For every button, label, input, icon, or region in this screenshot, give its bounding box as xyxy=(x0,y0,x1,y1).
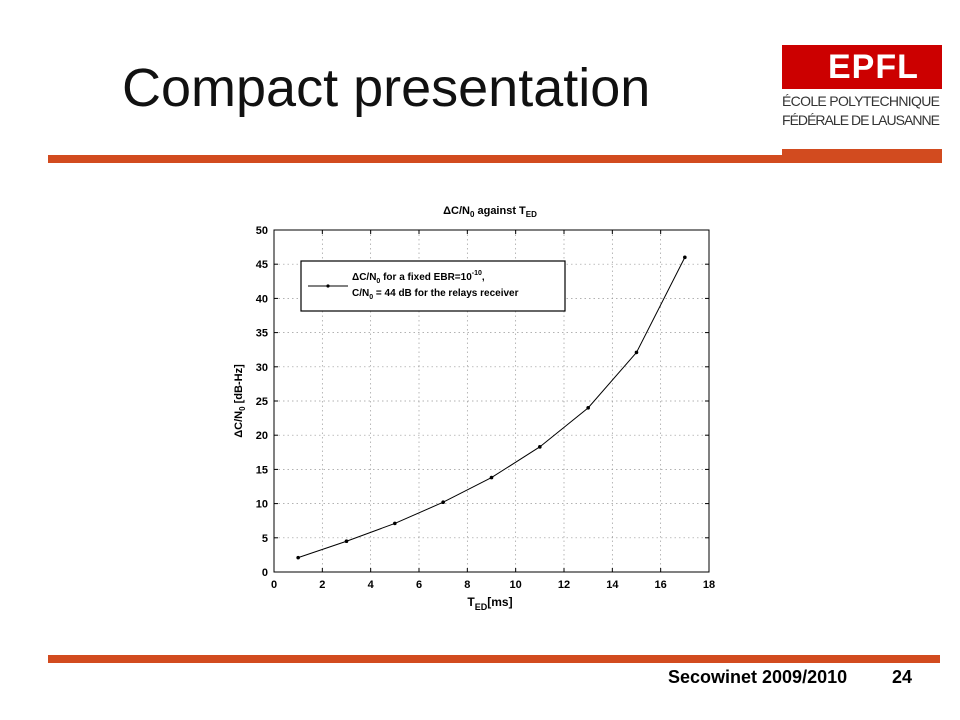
x-tick-label: 12 xyxy=(558,579,570,591)
chart-y-axis-label: ΔC/N0 [dB-Hz] xyxy=(233,364,247,438)
bottom-rule xyxy=(48,655,940,663)
slide-title: Compact presentation xyxy=(122,58,651,118)
y-tick-label: 40 xyxy=(256,293,268,305)
series-layer xyxy=(296,255,687,560)
chart-title: ΔC/N0 against TED xyxy=(443,205,537,219)
legend-marker-sample xyxy=(326,284,330,288)
x-tick-label: 2 xyxy=(319,579,325,591)
logo-mark: EPFL xyxy=(828,48,919,86)
y-tick-label: 10 xyxy=(256,499,268,511)
x-tick-label: 14 xyxy=(606,579,619,591)
logo-band xyxy=(782,45,942,89)
data-point xyxy=(586,406,590,410)
axis-ticks: 0 2 4 6 8 10 12 14 16 18 0 5 10 15 20 25 30 35 40 45 50 xyxy=(256,225,715,591)
x-tick-label: 0 xyxy=(271,579,277,591)
y-tick-label: 45 xyxy=(256,259,268,271)
logo-line-1: ÉCOLE POLYTECHNIQUE xyxy=(782,93,940,109)
y-tick-label: 25 xyxy=(256,396,268,408)
x-tick-label: 4 xyxy=(368,579,375,591)
x-tick-label: 10 xyxy=(510,579,522,591)
y-tick-label: 5 xyxy=(262,533,268,545)
y-tick-label: 30 xyxy=(256,362,268,374)
data-point xyxy=(296,555,300,560)
data-point xyxy=(393,521,397,526)
y-tick-label: 15 xyxy=(256,464,268,476)
legend-entry-label-line-2: C/N0 = 44 dB for the relays receiver xyxy=(352,288,519,301)
data-point xyxy=(489,475,494,480)
y-tick-label: 50 xyxy=(256,225,268,237)
y-tick-label: 20 xyxy=(256,430,268,442)
logo-line-2: FÉDÉRALE DE LAUSANNE xyxy=(782,112,940,128)
x-tick-label: 18 xyxy=(703,579,715,591)
data-point xyxy=(441,500,445,505)
data-point xyxy=(634,350,639,355)
data-point xyxy=(683,255,687,260)
x-tick-label: 6 xyxy=(416,579,422,591)
slide-footer: Secowinet 2009/2010 24 xyxy=(668,667,912,688)
y-tick-label: 0 xyxy=(262,567,268,579)
y-tick-label: 35 xyxy=(256,328,268,340)
top-rule xyxy=(48,155,782,163)
line-chart: 0 2 4 6 8 10 12 14 16 18 0 5 10 15 20 25 30 35 40 45 50 ΔC/N… xyxy=(233,205,715,612)
data-point xyxy=(344,539,349,544)
epfl-logo: EPFL ÉCOLE POLYTECHNIQUE FÉDÉRALE DE LAU… xyxy=(782,45,942,163)
legend-entry-label-line-1: ΔC/N0 for a fixed EBR=10-10, xyxy=(352,270,485,285)
x-tick-label: 8 xyxy=(464,579,470,591)
x-tick-label: 16 xyxy=(655,579,667,591)
data-point xyxy=(538,445,542,449)
logo-underline xyxy=(782,149,942,163)
chart-legend: ΔC/N0 for a fixed EBR=10-10, C/N0 = 44 d… xyxy=(300,260,566,312)
chart-x-axis-label: TED[ms] xyxy=(467,595,512,612)
page-number: 24 xyxy=(891,667,912,687)
footer-text: Secowinet 2009/2010 xyxy=(668,667,848,687)
